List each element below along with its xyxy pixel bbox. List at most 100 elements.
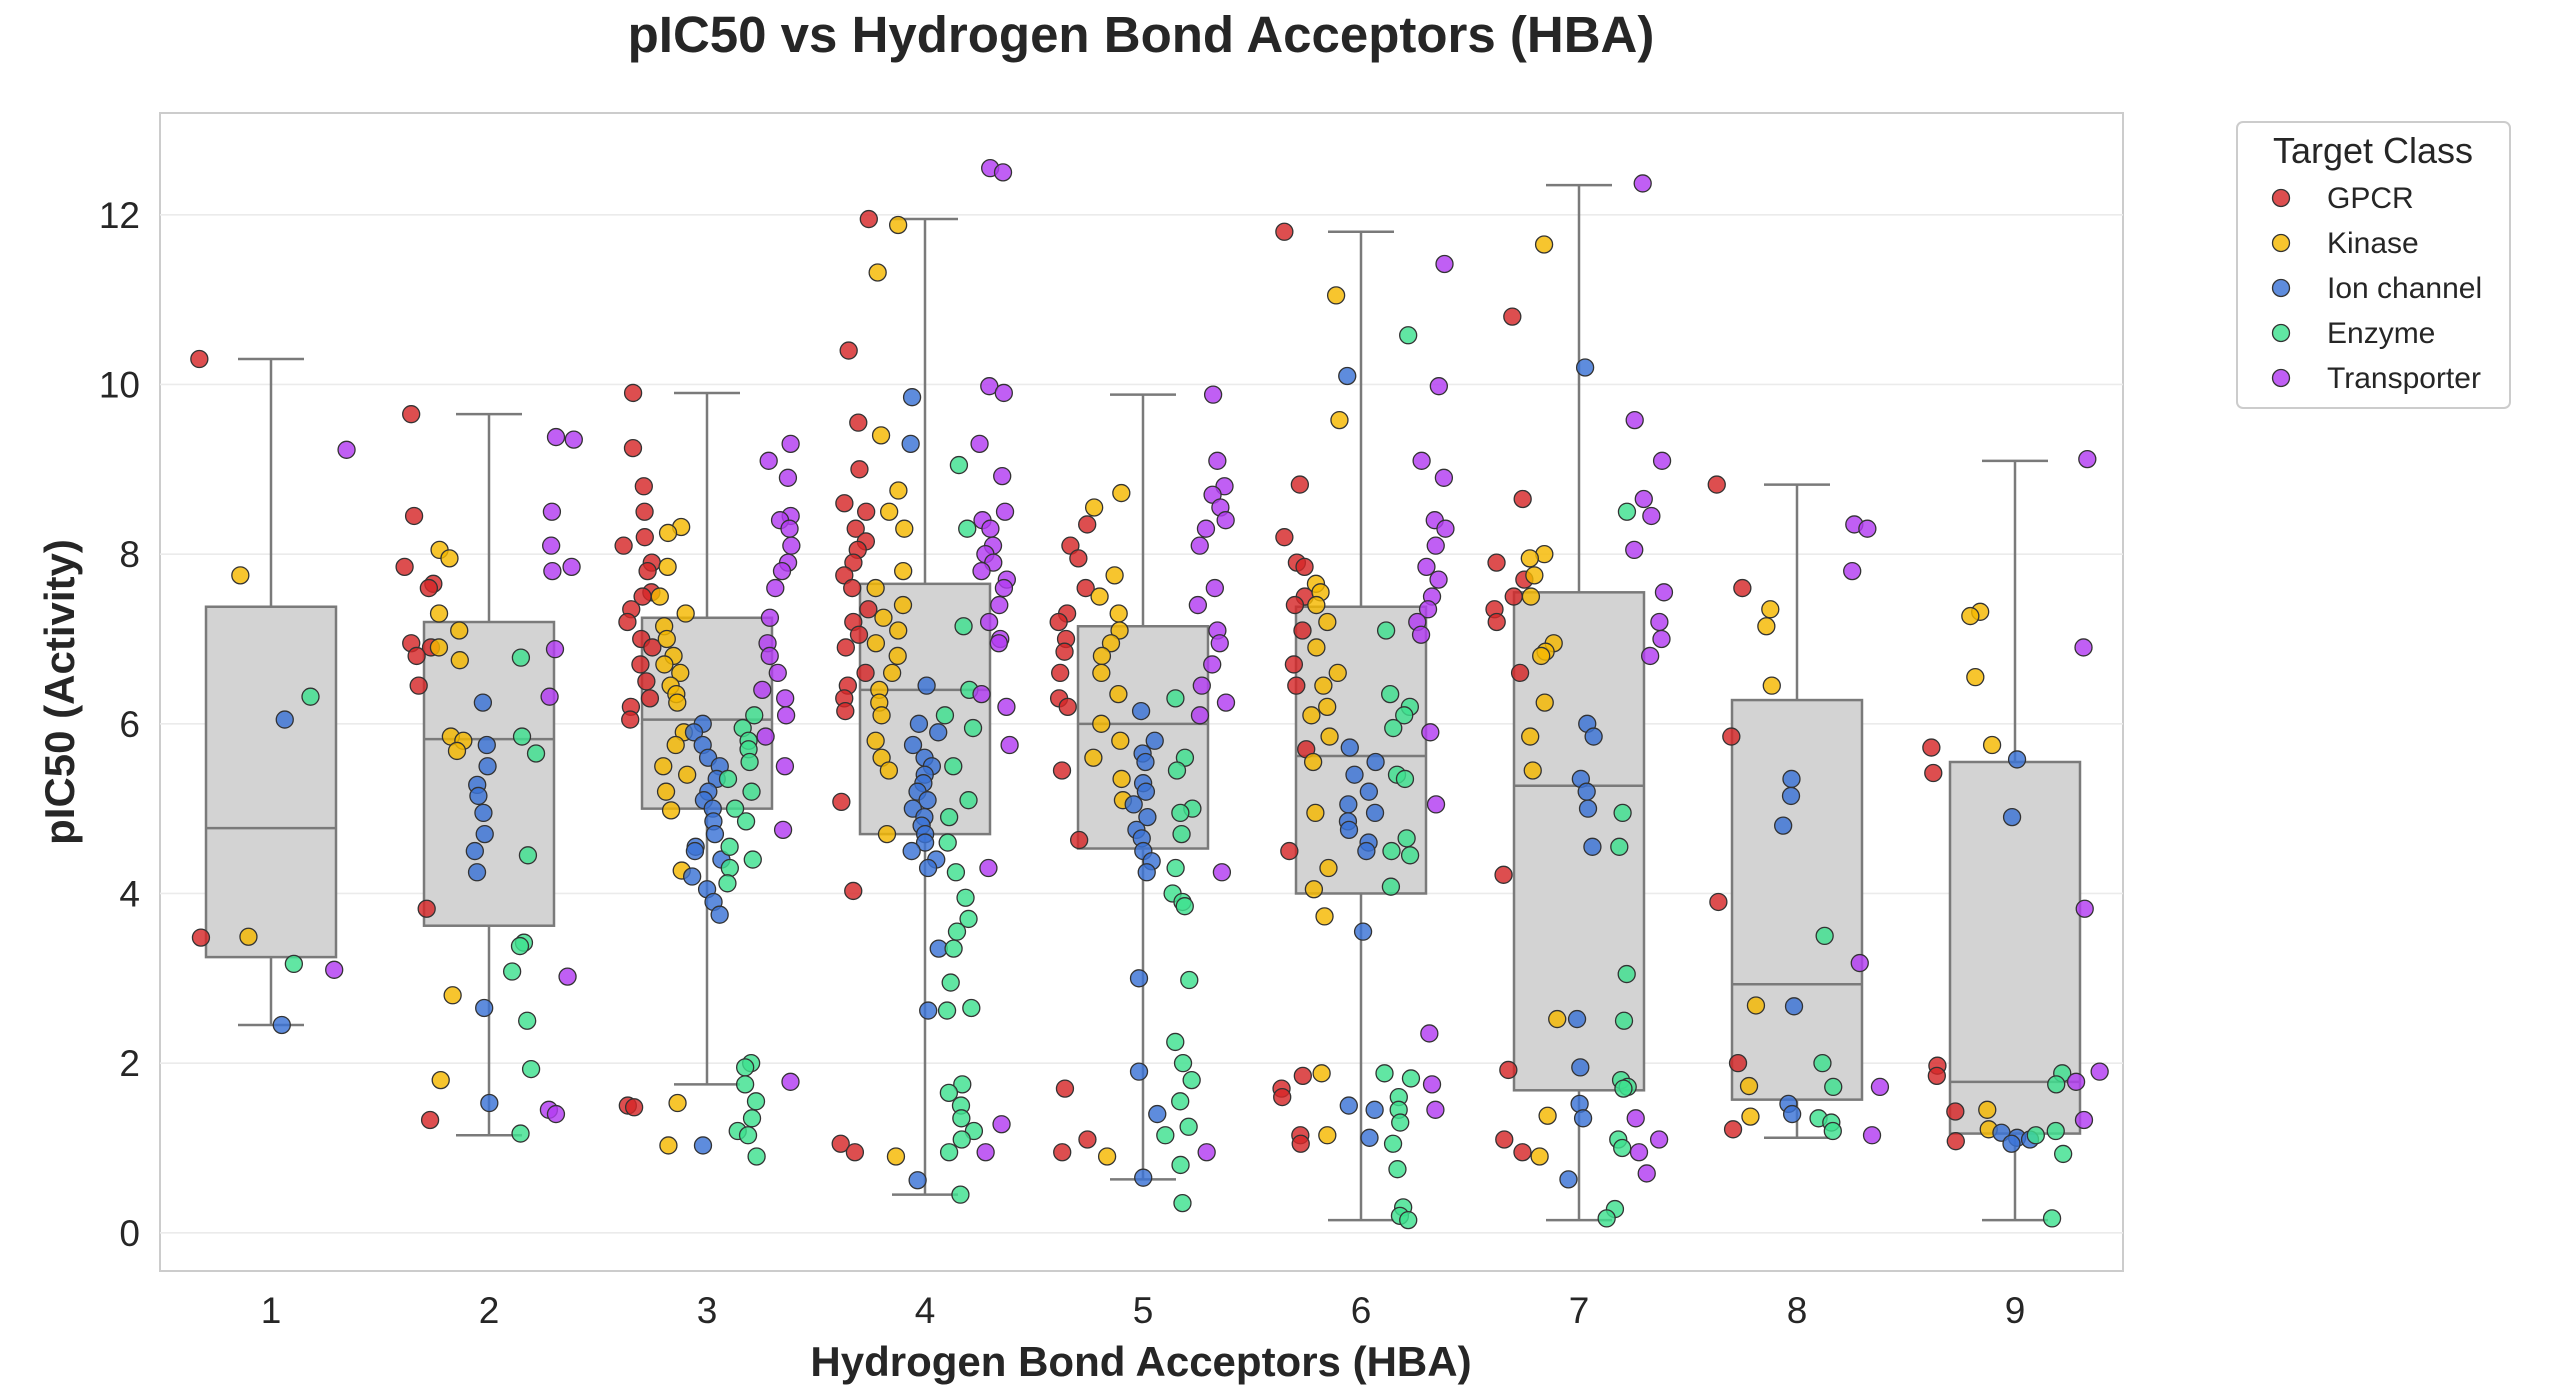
data-point — [510, 936, 530, 956]
data-point — [1188, 595, 1208, 615]
data-point — [545, 640, 565, 659]
data-point — [1642, 506, 1661, 526]
data-point — [2026, 1126, 2045, 1145]
data-point — [1320, 727, 1339, 746]
data-point — [979, 612, 999, 632]
data-point — [284, 954, 304, 974]
data-point — [546, 1104, 566, 1124]
data-point — [874, 608, 893, 627]
series-enzyme — [284, 326, 2073, 1230]
data-point — [981, 519, 1000, 538]
data-point — [465, 841, 484, 861]
data-point — [1382, 841, 1401, 861]
data-point — [941, 973, 960, 992]
data-point — [1610, 837, 1629, 856]
data-point — [781, 1072, 800, 1091]
data-point — [918, 858, 938, 878]
data-point — [1357, 841, 1376, 861]
data-point — [467, 863, 487, 882]
data-point — [2054, 1144, 2073, 1164]
data-point — [1381, 877, 1401, 896]
data-point — [1391, 1113, 1410, 1132]
data-point — [1208, 451, 1227, 470]
data-point — [760, 646, 779, 666]
data-point — [1307, 638, 1326, 657]
data-point — [740, 752, 759, 772]
data-point — [1584, 727, 1603, 746]
data-point — [1571, 1058, 1590, 1077]
data-point — [1314, 676, 1333, 695]
data-point — [337, 440, 356, 459]
data-point — [882, 663, 902, 683]
data-point — [475, 824, 494, 844]
data-point — [272, 1015, 291, 1035]
data-point — [546, 427, 566, 447]
legend-marker — [2271, 368, 2291, 388]
data-point — [668, 693, 687, 712]
data-point — [1353, 922, 1373, 941]
data-point — [275, 710, 294, 729]
data-point — [419, 578, 439, 598]
chart-title: pIC50 vs Hydrogen Bond Acceptors (HBA) — [628, 6, 1655, 63]
x-tick-label: 5 — [1133, 1290, 1154, 1331]
data-point — [778, 468, 798, 487]
data-point — [736, 812, 756, 831]
data-point — [877, 824, 897, 844]
data-point — [1978, 1100, 1997, 1119]
legend-item: GPCR — [2271, 182, 2414, 215]
data-point — [1739, 1076, 1759, 1096]
data-point — [1190, 706, 1210, 725]
data-point — [993, 466, 1012, 486]
data-point — [956, 888, 975, 907]
data-point — [843, 578, 862, 598]
data-point — [655, 655, 674, 674]
data-point — [720, 837, 739, 856]
data-point — [666, 735, 685, 755]
data-point — [1318, 612, 1337, 632]
legend-title: Target Class — [2273, 130, 2473, 171]
data-point — [431, 1070, 450, 1090]
data-point — [835, 494, 854, 513]
data-point — [671, 663, 690, 683]
data-point — [1573, 1109, 1593, 1128]
data-point — [420, 1110, 440, 1130]
data-point — [1167, 761, 1187, 780]
data-point — [1411, 625, 1431, 644]
data-point — [951, 1185, 970, 1204]
data-point — [1166, 858, 1185, 878]
data-point — [1961, 606, 1980, 626]
data-point — [1650, 612, 1669, 632]
data-point — [989, 634, 1008, 653]
data-point — [1513, 1143, 1532, 1162]
data-point — [994, 578, 1014, 598]
data-point — [1578, 799, 1598, 818]
data-point — [1124, 795, 1143, 814]
data-point — [564, 430, 583, 449]
data-point — [1319, 858, 1338, 878]
data-point — [1761, 600, 1780, 619]
data-point — [849, 625, 869, 644]
data-point — [429, 638, 449, 657]
data-point — [1052, 761, 1072, 780]
data-point — [631, 655, 650, 674]
data-point — [1078, 515, 1097, 534]
data-point — [976, 1143, 995, 1162]
data-point — [1626, 1109, 1645, 1128]
data-point — [1340, 738, 1359, 757]
data-point — [614, 536, 633, 555]
data-point — [850, 460, 869, 479]
data-point — [682, 867, 702, 886]
data-point — [1723, 1120, 1743, 1139]
data-point — [1312, 1064, 1331, 1083]
data-point — [735, 1058, 755, 1077]
data-point — [558, 967, 577, 986]
data-point — [1109, 684, 1128, 704]
data-point — [239, 927, 258, 946]
data-point — [1295, 557, 1314, 577]
data-point — [753, 680, 772, 700]
x-tick-label: 3 — [697, 1290, 718, 1331]
data-point — [939, 1083, 959, 1102]
data-point — [1513, 489, 1532, 509]
data-point — [473, 693, 493, 712]
